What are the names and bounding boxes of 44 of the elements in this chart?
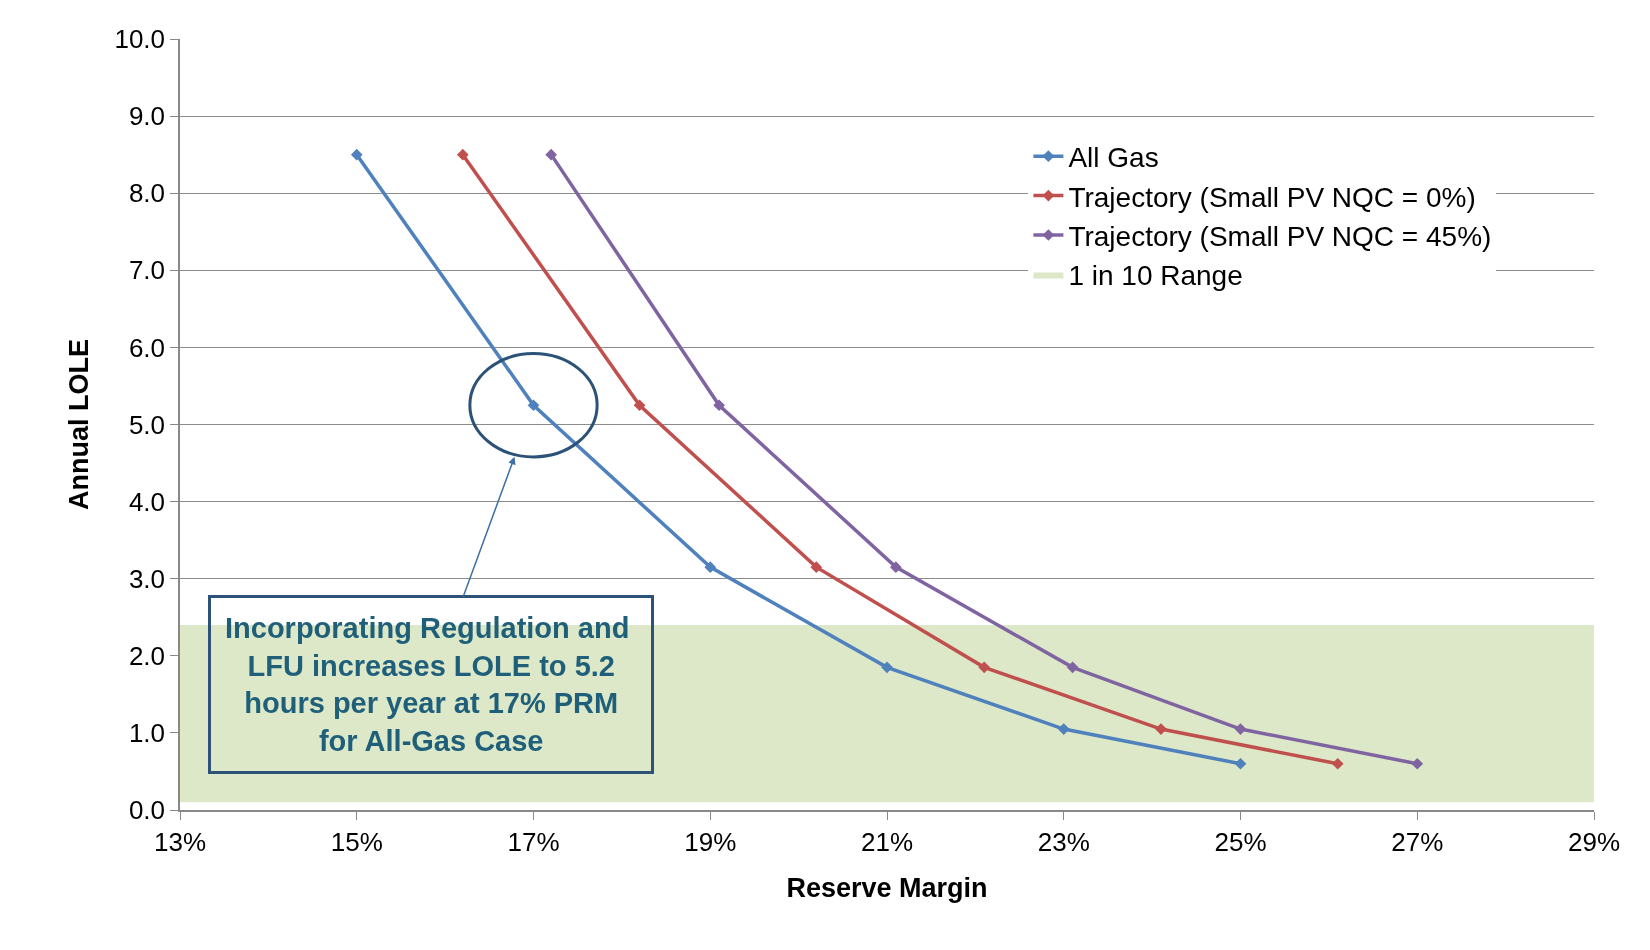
x-tick-label: 23% bbox=[1037, 826, 1090, 857]
x-tick-label: 15% bbox=[330, 826, 383, 857]
x-tick-label: 13% bbox=[153, 826, 207, 857]
point bbox=[1234, 757, 1247, 770]
point bbox=[633, 399, 646, 412]
point bbox=[810, 561, 823, 573]
annotation: Incorporating Regulation and LFU increases LOLE to 5.2 hours per year at 17% PRM for All-Gas Case bbox=[225, 612, 638, 758]
point bbox=[1411, 757, 1424, 770]
x-axis-title: Reserve Margin bbox=[786, 872, 988, 903]
point bbox=[1331, 757, 1344, 770]
point bbox=[881, 661, 893, 674]
point bbox=[1066, 661, 1079, 674]
y-tick-label: 7.0 bbox=[128, 255, 166, 286]
x-tick-label: 29% bbox=[1567, 826, 1621, 857]
legend-label: Trajectory (Small PV NQC = 45%) bbox=[1068, 220, 1492, 252]
legend-label: Trajectory (Small PV NQC = 0%) bbox=[1068, 181, 1476, 213]
point bbox=[456, 148, 469, 161]
x-tick-label: 17% bbox=[507, 826, 560, 857]
point bbox=[978, 661, 991, 674]
point bbox=[889, 561, 902, 573]
y-tick-label: 5.0 bbox=[128, 409, 166, 440]
point bbox=[527, 399, 540, 412]
point bbox=[1234, 723, 1247, 735]
y-tick-label: 9.0 bbox=[128, 101, 166, 132]
y-tick-label: 4.0 bbox=[128, 486, 166, 517]
x-tick-label: 19% bbox=[684, 826, 737, 857]
y-tick-label: 1.0 bbox=[128, 718, 166, 748]
y-tick-label: 3.0 bbox=[128, 563, 166, 594]
point bbox=[704, 561, 717, 573]
y-tick-label: 10.0 bbox=[114, 24, 166, 55]
y-axis-title: Annual LOLE bbox=[63, 339, 94, 510]
point bbox=[1057, 723, 1070, 735]
y-tick-label: 8.0 bbox=[128, 178, 166, 209]
x-tick-label: 21% bbox=[860, 826, 914, 857]
point bbox=[545, 148, 558, 161]
x-tick-label: 27% bbox=[1391, 826, 1444, 857]
y-tick-label: 2.0 bbox=[128, 640, 166, 671]
point bbox=[350, 148, 363, 161]
legend-label: All Gas bbox=[1068, 142, 1159, 174]
legend-label: 1 in 10 Range bbox=[1068, 260, 1243, 292]
point bbox=[713, 399, 725, 412]
y-tick-label: 6.0 bbox=[128, 332, 166, 363]
y-tick-label: 0.0 bbox=[128, 795, 166, 826]
x-tick-label: 25% bbox=[1214, 826, 1267, 857]
